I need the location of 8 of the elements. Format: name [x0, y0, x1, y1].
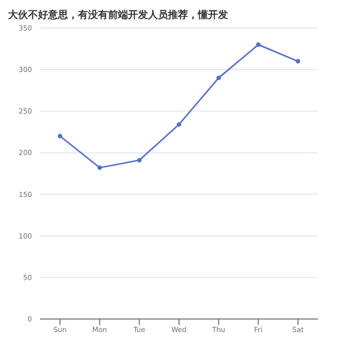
point: [58, 134, 62, 138]
point: [176, 122, 182, 127]
point: [97, 165, 102, 170]
point: [137, 158, 142, 162]
point: [216, 76, 221, 80]
point: [256, 42, 261, 47]
chart-title: 大伙不好意思，有没有前端开发人员推荐，懂开发: [8, 8, 229, 23]
point: [296, 59, 300, 64]
